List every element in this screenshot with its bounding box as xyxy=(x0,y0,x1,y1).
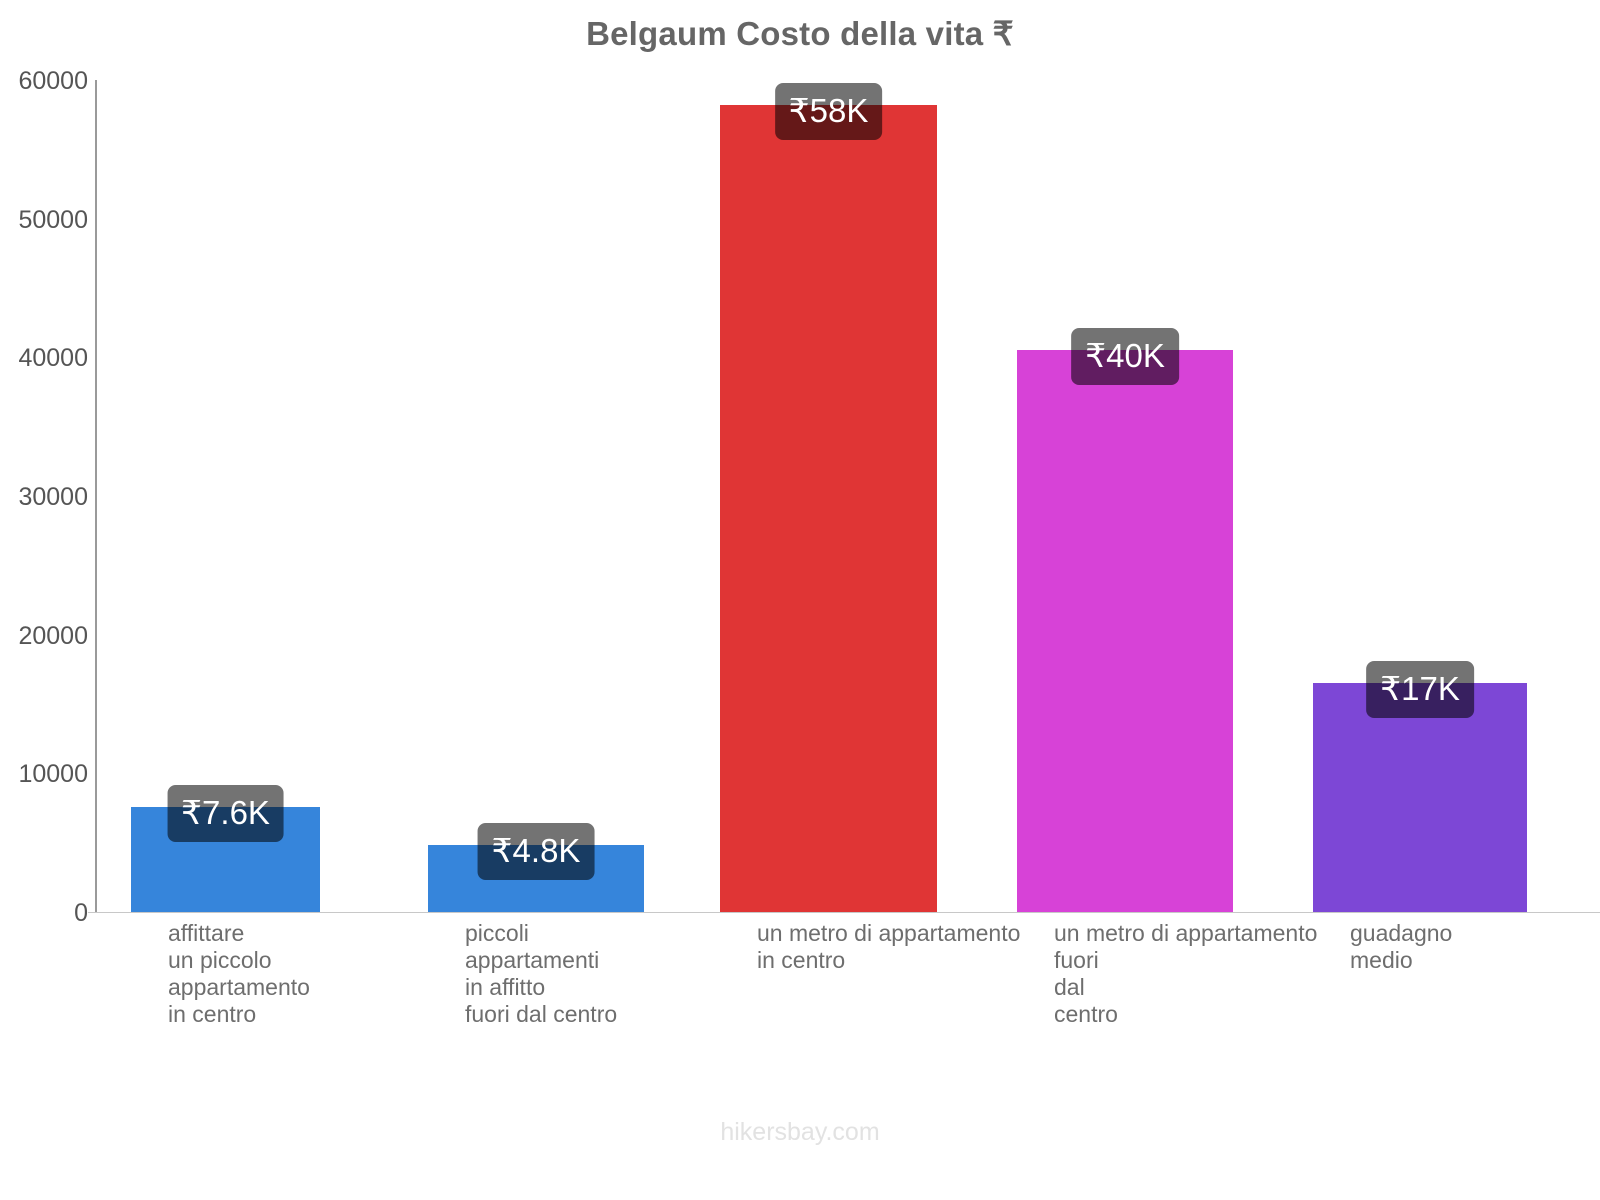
x-axis-line xyxy=(88,912,1600,913)
bar-value-label: ₹7.6K xyxy=(167,784,284,842)
bar-value-label: ₹40K xyxy=(1071,328,1179,386)
bar[interactable] xyxy=(1313,683,1527,912)
x-axis-category-label: un metro di appartamento in centro xyxy=(757,920,1021,973)
y-axis-tick-label: 0 xyxy=(74,899,88,927)
x-axis-category-label: piccoli appartamenti in affitto fuori da… xyxy=(465,920,618,1027)
y-axis-tick-label: 30000 xyxy=(18,483,88,511)
x-axis-category-label: un metro di appartamento fuori dal centr… xyxy=(1054,920,1318,1027)
footer-attribution: hikersbay.com xyxy=(720,1118,880,1146)
y-axis-line xyxy=(95,80,97,913)
bar[interactable] xyxy=(720,104,937,912)
bar-value-label: ₹58K xyxy=(774,82,883,140)
y-axis-tick-label: 50000 xyxy=(18,205,88,234)
x-axis-category-label: guadagno medio xyxy=(1350,920,1453,973)
y-axis-tick-label: 20000 xyxy=(18,621,88,650)
y-axis-tick-label: 60000 xyxy=(18,67,88,95)
bar-value-label: ₹4.8K xyxy=(477,823,595,881)
y-axis-tick-label: 40000 xyxy=(18,344,88,373)
page-title: Belgaum Costo della vita ₹ xyxy=(586,15,1014,52)
x-axis-category-label: affittare un piccolo appartamento in cen… xyxy=(168,920,310,1027)
bar[interactable] xyxy=(1017,350,1233,912)
bar-value-label: ₹17K xyxy=(1366,661,1474,719)
y-axis-tick-label: 10000 xyxy=(18,760,88,789)
